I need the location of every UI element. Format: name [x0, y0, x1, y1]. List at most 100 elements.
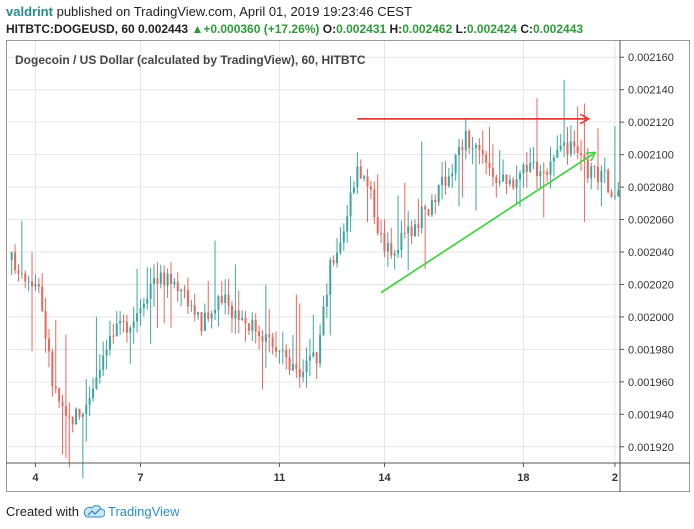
candle-body — [363, 176, 366, 179]
candle-body — [393, 253, 396, 256]
candle-body — [580, 152, 583, 155]
candle-body — [505, 174, 508, 184]
candle-body — [24, 273, 27, 282]
candle-body — [34, 284, 37, 287]
candle-body — [132, 321, 135, 328]
candle-body — [129, 327, 132, 333]
candle-body — [522, 164, 525, 174]
candle-body — [502, 174, 505, 182]
candle-body — [410, 226, 413, 237]
candle-body — [471, 148, 474, 150]
candle-body — [183, 289, 186, 291]
candle-body — [17, 270, 20, 274]
candle-body — [149, 283, 152, 299]
candle-body — [102, 355, 105, 370]
symbol-label: HITBTC:DOGEUSD, 60 — [6, 22, 135, 36]
candle-body — [64, 406, 67, 416]
candle-body — [71, 416, 74, 425]
candle-body — [485, 154, 488, 163]
candle-body — [535, 161, 538, 177]
y-tick-label: 0.002020 — [628, 279, 674, 291]
last-price: 0.002443 — [138, 22, 189, 36]
candle-body — [41, 286, 44, 311]
y-tick-label: 0.002040 — [628, 247, 674, 259]
candle-body — [298, 368, 301, 377]
candle-body — [186, 290, 189, 307]
candle-body — [251, 319, 254, 331]
candle-body — [125, 321, 128, 333]
candle-body — [278, 350, 281, 352]
candle-body — [47, 338, 50, 352]
candle-body — [295, 364, 298, 369]
time-axis[interactable]: 4 7 11 14 18 2 — [6, 462, 690, 484]
candle-body — [349, 192, 352, 217]
low-value: 0.002424 — [466, 22, 517, 36]
candle-body — [603, 169, 606, 171]
candle-body — [75, 408, 78, 425]
candle-body — [352, 187, 355, 193]
candle-body — [224, 294, 227, 303]
candlestick-chart[interactable]: 0.002160 0.002140 0.002120 0.002100 0.002080… — [6, 40, 690, 492]
candle-body — [478, 145, 481, 150]
candle-body — [519, 173, 522, 180]
candle-body — [20, 273, 23, 275]
candle-body — [288, 357, 291, 371]
candle-body — [305, 360, 308, 373]
candle-body — [332, 260, 335, 264]
candle-body — [373, 189, 376, 218]
candle-body — [92, 388, 95, 399]
candle-body — [458, 147, 461, 156]
candle-body — [613, 196, 616, 198]
y-tick-label: 0.001920 — [628, 442, 674, 454]
tradingview-brand[interactable]: TradingView — [108, 504, 180, 519]
y-tick-label: 0.002140 — [628, 85, 674, 97]
candle-body — [115, 323, 118, 337]
candle-body — [366, 176, 369, 187]
y-tick-label: 0.001940 — [628, 409, 674, 421]
price-axis[interactable]: 0.002160 0.002140 0.002120 0.002100 0.002080… — [619, 40, 674, 492]
drawn-lines[interactable] — [357, 119, 594, 294]
candle-body — [461, 147, 464, 151]
author-name[interactable]: valdrint — [6, 4, 53, 19]
candle-body — [291, 364, 294, 371]
y-tick-label: 0.002000 — [628, 312, 674, 324]
candle-body — [153, 278, 156, 284]
candle-body — [78, 408, 81, 417]
candle-body — [319, 334, 322, 364]
support-trend-line[interactable] — [380, 153, 594, 294]
candle-body — [285, 350, 288, 358]
candle-body — [169, 273, 172, 285]
candle-body — [407, 226, 410, 234]
candle-body — [600, 170, 603, 183]
candle-body — [549, 161, 552, 175]
candle-body — [308, 356, 311, 361]
candle-body — [302, 372, 305, 377]
y-tick-label: 0.001960 — [628, 377, 674, 389]
candle-body — [322, 306, 325, 335]
candle-body — [207, 312, 210, 319]
candle-body — [10, 252, 13, 261]
candle-body — [241, 317, 244, 321]
x-tick-label: 2 — [612, 472, 618, 484]
x-tick-label: 18 — [517, 472, 529, 484]
candle-body — [234, 310, 237, 319]
candle-body — [312, 352, 315, 357]
candle-body — [193, 305, 196, 315]
candle-body — [119, 320, 122, 324]
candle-body — [268, 334, 271, 338]
candles — [10, 79, 620, 479]
chart-frame[interactable]: 0.002160 0.002140 0.002120 0.002100 0.002080… — [6, 40, 690, 492]
candle-body — [329, 260, 332, 295]
candle-body — [108, 335, 111, 350]
candle-body — [203, 312, 206, 331]
candle-body — [180, 289, 183, 292]
candle-body — [44, 310, 47, 339]
candle-body — [220, 295, 223, 303]
candle-body — [569, 141, 572, 155]
candle-body — [214, 309, 217, 314]
candle-body — [437, 184, 440, 203]
y-tick-label: 0.002080 — [628, 182, 674, 194]
high-label: H: — [389, 22, 403, 36]
y-tick-label: 0.002100 — [628, 150, 674, 162]
created-with-label: Created with — [6, 504, 79, 519]
